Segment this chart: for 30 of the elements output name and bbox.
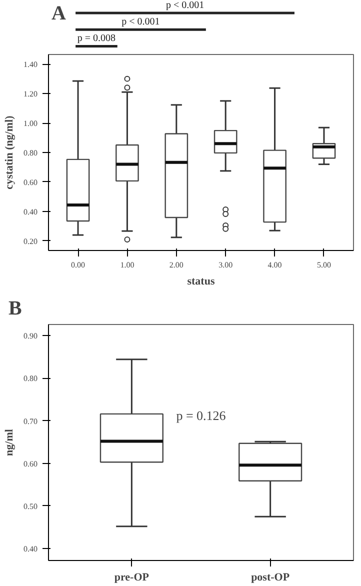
y-tick-label: 0.90 [24,332,38,341]
y-tick-label: 0.40 [24,544,38,554]
x-tick-label: 2.00 [169,260,184,270]
y-tick-label: 0.60 [24,178,38,187]
x-tick-label: post-OP [251,572,290,584]
y-tick-label: 0.60 [24,459,38,468]
text: p < 0.001 [166,0,204,11]
y-tick-label: 1.40 [24,60,38,70]
y-tick-label: 0.80 [24,148,38,158]
x-tick-label: 3.00 [218,260,233,270]
chart-title: B [8,298,22,320]
y-axis-title: ng/ml [4,429,16,456]
text: p = 0.008 [77,33,116,44]
chart-title: A [52,2,66,24]
y-tick-label: 1.00 [24,119,38,128]
x-tick-label: 4.00 [268,260,282,270]
y-tick-label: 0.20 [24,236,38,246]
x-tick-label: 0.00 [71,260,86,270]
x-axis-title: status [187,276,216,288]
y-tick-label: 0.80 [24,374,38,384]
y-tick-label: 1.20 [24,90,38,99]
annotation: p = 0.126 [176,408,226,423]
text: p < 0.001 [122,16,160,28]
y-tick-label: 0.40 [24,207,38,216]
y-tick-label: 0.50 [24,502,38,511]
y-axis-title: cystatin (ng/ml) [4,115,16,190]
x-tick-label: 5.00 [316,260,331,270]
x-tick-label: 1.00 [120,260,134,270]
y-tick-label: 0.70 [24,416,38,426]
x-tick-label: pre-OP [114,572,150,584]
